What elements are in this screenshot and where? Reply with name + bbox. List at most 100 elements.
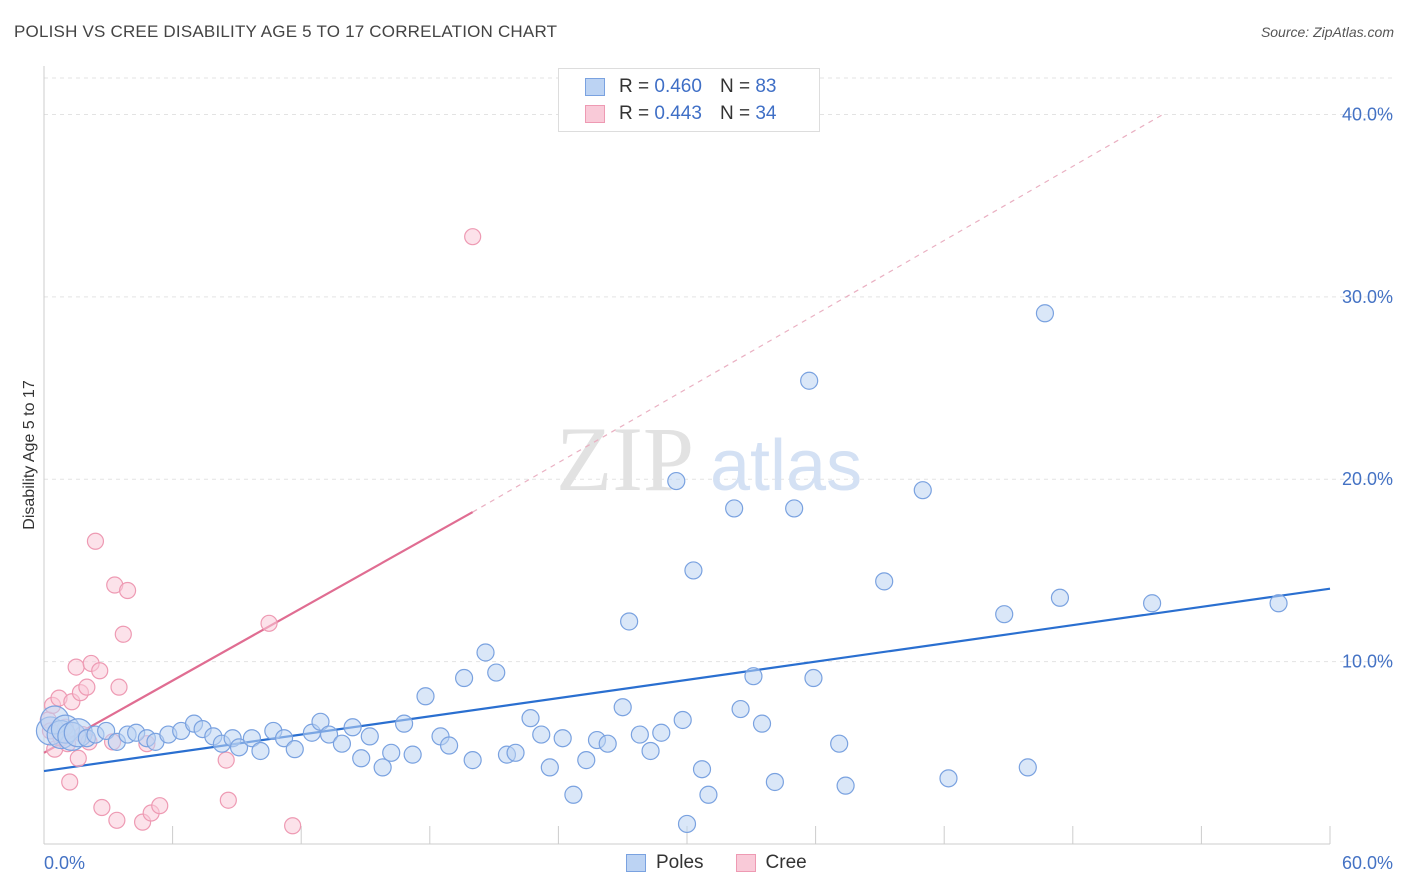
poles-point [830, 734, 849, 753]
poles-point [913, 481, 932, 500]
x-tick-label: 0.0% [44, 853, 85, 873]
poles-point [454, 668, 474, 688]
poles-point [242, 729, 262, 748]
cree-point [91, 662, 109, 680]
correlation-legend: R = 0.460 N = 83 R = 0.443 N = 34 [558, 68, 820, 132]
poles-point [1035, 304, 1055, 323]
poles-point [652, 723, 671, 742]
poles-point [620, 612, 639, 631]
poles-point [532, 725, 551, 744]
poles-point [251, 741, 270, 761]
poles-point [311, 712, 330, 731]
poles-point [416, 687, 435, 706]
legend-row-poles: R = 0.460 N = 83 [585, 75, 776, 99]
cree-point [110, 678, 128, 696]
axes [43, 66, 1331, 845]
y-tick-label: 20.0% [1342, 469, 1393, 489]
poles-point [403, 745, 422, 764]
cree-trend-line [43, 511, 474, 754]
poles-point [804, 668, 823, 688]
legend-row-cree: R = 0.443 N = 34 [585, 102, 776, 126]
cree-point [69, 749, 87, 767]
cree-swatch [585, 105, 605, 123]
cree-point [78, 678, 96, 696]
poles-point [319, 725, 339, 744]
legend-item-poles[interactable]: Poles [626, 852, 704, 874]
series-legend: Poles Cree [626, 852, 839, 874]
cree-n-value: 34 [755, 103, 777, 124]
poles-point [506, 743, 525, 762]
poles-point [394, 714, 414, 733]
cree-legend-swatch [735, 854, 756, 872]
cree-point [118, 581, 137, 600]
tick-labels: 10.0% 20.0% 30.0% 40.0% 0.0% 60.0% [44, 104, 1393, 873]
poles-point [699, 785, 718, 804]
poles-point [1143, 594, 1162, 613]
poles-point [765, 772, 784, 792]
cree-point [464, 228, 482, 246]
poles-point [564, 785, 583, 804]
poles-point [382, 743, 401, 762]
cree-point [151, 797, 169, 815]
cree-point [219, 791, 237, 809]
poles-n-label: N = [719, 76, 751, 97]
poles-point [352, 749, 371, 768]
watermark-zip: ZIP [556, 408, 694, 510]
poles-point [577, 751, 596, 770]
poles-point [800, 371, 819, 390]
poles-point [476, 643, 495, 662]
cree-trend-extension [472, 113, 1164, 513]
cree-legend-label: Cree [765, 852, 807, 873]
poles-point [630, 725, 649, 744]
poles-point [684, 561, 703, 580]
cree-point [86, 532, 105, 550]
poles-point [875, 572, 894, 591]
poles-point [667, 471, 686, 491]
data-points [35, 228, 1288, 835]
cree-n-label: N = [719, 103, 751, 124]
cree-point [284, 817, 302, 835]
cree-r-value: 0.443 [654, 103, 702, 124]
poles-n-value: 83 [755, 76, 777, 97]
poles-point [692, 760, 712, 779]
poles-point [641, 741, 660, 761]
cree-point [61, 773, 79, 791]
cree-point [67, 658, 85, 676]
poles-point [360, 727, 379, 746]
poles-r-label: R = [619, 76, 650, 97]
poles-point [97, 721, 116, 741]
poles-point [677, 814, 697, 834]
poles-point [1018, 758, 1037, 777]
poles-point [836, 776, 855, 795]
poles-r-value: 0.460 [654, 76, 702, 97]
poles-point [673, 710, 692, 730]
poles-point [995, 605, 1014, 624]
poles-point [274, 729, 294, 748]
poles-point [332, 734, 352, 753]
poles-point [1050, 588, 1070, 607]
poles-point [752, 714, 772, 733]
poles-point [1269, 594, 1288, 613]
watermark-atlas: atlas [710, 426, 862, 506]
poles-point [613, 698, 632, 717]
source-label: Source: ZipAtlas.com [1260, 24, 1394, 40]
legend-item-cree[interactable]: Cree [735, 852, 807, 874]
poles-point [439, 736, 459, 755]
poles-point [725, 499, 744, 518]
chart-title: POLISH VS CREE DISABILITY AGE 5 TO 17 CO… [14, 22, 558, 41]
y-tick-label: 10.0% [1342, 652, 1393, 672]
poles-point [553, 729, 572, 748]
poles-point [744, 667, 763, 686]
poles-swatch [585, 78, 605, 96]
poles-point [598, 734, 617, 753]
watermark: ZIP atlas [556, 408, 862, 510]
poles-point [487, 663, 506, 682]
cree-point [93, 798, 111, 817]
cree-point [217, 751, 235, 769]
poles-point [939, 769, 958, 788]
cree-point [260, 614, 278, 632]
poles-point [229, 738, 249, 757]
x-tick-label: 60.0% [1342, 853, 1393, 873]
y-tick-label: 30.0% [1342, 287, 1393, 307]
